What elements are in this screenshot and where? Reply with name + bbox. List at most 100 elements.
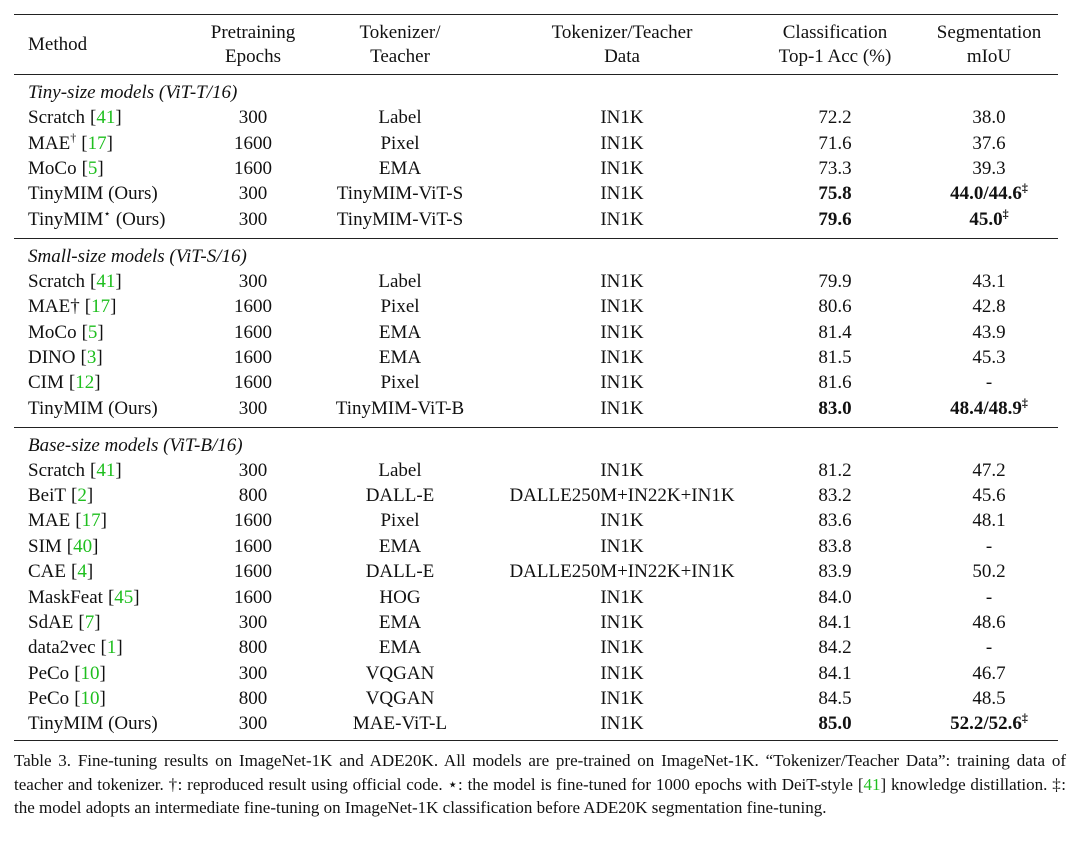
tokenizer-cell: Label xyxy=(378,270,422,292)
miou-value: 48.6 xyxy=(972,612,1006,634)
miou-value: - xyxy=(985,372,993,394)
acc-cell: 83.2 xyxy=(818,485,852,507)
method-name: MoCo xyxy=(28,157,77,179)
miou-cell: - xyxy=(920,534,1058,559)
tokenizer-cell: DALL-E xyxy=(365,485,435,507)
epochs-cell: 800 xyxy=(238,688,268,710)
citation[interactable]: 41 xyxy=(90,460,122,481)
epochs-cell: 1600 xyxy=(234,157,272,179)
table-row: MAE†17 1600 Pixel IN1K 80.6 42.8 xyxy=(14,294,1058,319)
data-cell: IN1K xyxy=(494,206,750,239)
citation[interactable]: 10 xyxy=(74,663,106,684)
method-mark: † xyxy=(70,130,77,145)
epochs-cell: 800 xyxy=(238,485,268,507)
citation[interactable]: 3 xyxy=(81,347,103,368)
citation[interactable]: 17 xyxy=(75,510,107,531)
method-cell: MaskFeat45 xyxy=(14,584,200,609)
miou-value: 48.5 xyxy=(972,688,1006,710)
acc-cell: 73.3 xyxy=(818,157,852,179)
header-line: Top-1 Acc (%) xyxy=(778,45,892,67)
caption-text: knowledge distillation. ‡: the model ado… xyxy=(14,774,1066,818)
acc-cell: 83.6 xyxy=(818,510,852,532)
method-cell: MoCo5 xyxy=(14,319,200,344)
miou-value: 42.8 xyxy=(972,296,1006,318)
miou-cell: 38.0 xyxy=(920,105,1058,130)
data-cell: DALLE250M+IN22K+IN1K xyxy=(509,561,735,583)
tokenizer-cell: TinyMIM-ViT-S xyxy=(336,183,464,205)
method-name: SIM xyxy=(28,535,62,557)
method-cell: TinyMIM (Ours) xyxy=(14,711,200,742)
tokenizer-cell: MAE-ViT-L xyxy=(306,711,494,742)
miou-cell: 47.2 xyxy=(920,458,1058,483)
citation[interactable]: 5 xyxy=(82,322,104,343)
acc-cell: 79.6 xyxy=(750,206,920,239)
table-row: data2vec1 800 EMA IN1K 84.2 - xyxy=(14,635,1058,660)
method-name: SdAE xyxy=(28,612,74,634)
data-cell: IN1K xyxy=(600,510,644,532)
citation[interactable]: 40 xyxy=(67,536,99,557)
acc-cell: 72.2 xyxy=(818,107,852,129)
citation[interactable]: 1 xyxy=(101,637,123,658)
column-header: Classification Top-1 Acc (%) xyxy=(750,14,920,75)
citation[interactable]: 10 xyxy=(74,688,106,709)
header-line: Epochs xyxy=(225,45,281,67)
column-header: Pretraining Epochs xyxy=(200,14,306,75)
epochs-cell: 1600 xyxy=(234,296,272,318)
data-cell: IN1K xyxy=(494,395,750,428)
epochs-cell: 1600 xyxy=(234,132,272,154)
epochs-cell: 300 xyxy=(238,107,268,129)
tokenizer-cell: EMA xyxy=(378,612,422,634)
tokenizer-cell: TinyMIM-ViT-S xyxy=(306,206,494,239)
method-name: MoCo xyxy=(28,321,77,343)
citation[interactable]: 5 xyxy=(82,158,104,179)
miou-value: 47.2 xyxy=(972,459,1006,481)
citation[interactable]: 2 xyxy=(71,485,93,506)
acc-cell: 83.8 xyxy=(818,535,852,557)
citation[interactable]: 17 xyxy=(85,296,117,317)
tokenizer-cell: EMA xyxy=(378,157,422,179)
group-title: Small-size models (ViT-S/16) xyxy=(28,245,247,267)
epochs-cell: 300 xyxy=(238,612,268,634)
citation[interactable]: 45 xyxy=(108,587,140,608)
table-row: TinyMIM⋆ (Ours) 300 TinyMIM-ViT-S IN1K 79.6 45… xyxy=(14,206,1058,239)
method-name: TinyMIM (Ours) xyxy=(28,183,158,205)
miou-value: 43.9 xyxy=(972,321,1006,343)
acc-cell: 81.2 xyxy=(818,459,852,481)
header-line: Teacher xyxy=(370,45,430,67)
miou-mark: ‡ xyxy=(1002,206,1009,221)
column-header: Tokenizer/Teacher Data xyxy=(494,14,750,75)
method-cell: SIM40 xyxy=(14,534,200,559)
method-cell: BeiT2 xyxy=(14,483,200,508)
miou-cell: 48.6 xyxy=(920,610,1058,635)
header-line: Segmentation xyxy=(936,21,1042,43)
citation[interactable]: 41 xyxy=(90,271,122,292)
citation[interactable]: 4 xyxy=(71,561,93,582)
acc-cell: 84.1 xyxy=(818,662,852,684)
miou-cell: 45.0‡ xyxy=(920,206,1058,239)
header-line: Classification xyxy=(782,21,888,43)
method-cell: data2vec1 xyxy=(14,635,200,660)
method-name: Scratch xyxy=(28,107,85,129)
data-cell: IN1K xyxy=(600,662,644,684)
method-cell: TinyMIM (Ours) xyxy=(14,395,200,428)
tokenizer-cell: EMA xyxy=(378,637,422,659)
citation[interactable]: 41 xyxy=(90,107,122,128)
miou-cell: 46.7 xyxy=(920,661,1058,686)
method-cell: Scratch41 xyxy=(14,105,200,130)
citation[interactable]: 41 xyxy=(858,775,886,794)
table-row: DINO3 1600 EMA IN1K 81.5 45.3 xyxy=(14,345,1058,370)
miou-cell: 48.1 xyxy=(920,508,1058,533)
acc-cell: 81.5 xyxy=(818,346,852,368)
method-cell: MoCo5 xyxy=(14,156,200,181)
method-cell: CIM12 xyxy=(14,370,200,395)
miou-mark: ‡ xyxy=(1021,181,1028,196)
table-row: BeiT2 800 DALL-E DALLE250M+IN22K+IN1K 83.2 45… xyxy=(14,483,1058,508)
method-name: TinyMIM (Ours) xyxy=(28,397,158,419)
tokenizer-cell: Label xyxy=(378,107,422,129)
citation[interactable]: 12 xyxy=(69,372,101,393)
column-header: Method xyxy=(14,14,200,75)
citation[interactable]: 17 xyxy=(81,133,113,154)
miou-value: 48.4/48.9 xyxy=(950,397,1022,419)
miou-value: - xyxy=(985,586,993,608)
citation[interactable]: 7 xyxy=(78,612,100,633)
